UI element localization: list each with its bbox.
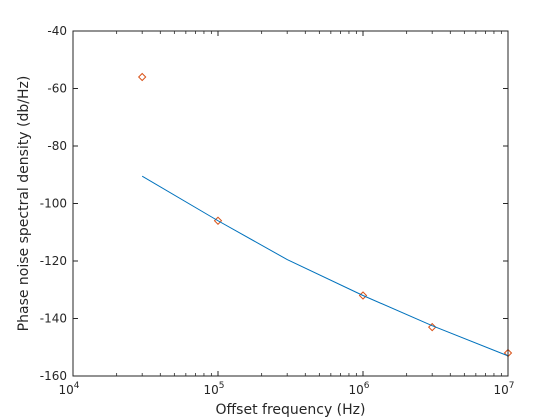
x-tick-label-base: 10 <box>58 383 73 397</box>
x-axis-label: Offset frequency (Hz) <box>216 402 366 418</box>
x-tick-label-exponent: 4 <box>74 381 80 391</box>
y-tick-label: -80 <box>47 139 67 153</box>
series-layer <box>137 72 513 358</box>
x-tick-label-base: 10 <box>493 383 508 397</box>
x-tick-label-exponent: 7 <box>509 381 515 391</box>
x-tick-label-exponent: 6 <box>364 381 370 391</box>
y-tick-label: -160 <box>40 369 67 383</box>
fit-line <box>141 175 509 357</box>
y-tick-label: -140 <box>40 312 67 326</box>
data-point-marker <box>137 72 147 82</box>
plot-area <box>73 31 508 376</box>
x-tick-label: 106 <box>348 381 369 397</box>
y-tick-label: -100 <box>40 197 67 211</box>
y-tick-label: -60 <box>47 82 67 96</box>
plot-frame <box>72 30 509 377</box>
x-tick-label: 105 <box>203 381 224 397</box>
x-tick-label: 104 <box>58 381 79 397</box>
y-tick-label: -120 <box>40 254 67 268</box>
x-tick-label-base: 10 <box>348 383 363 397</box>
y-tick-label: -40 <box>47 24 67 38</box>
x-tick-label-exponent: 5 <box>219 381 225 391</box>
x-tick-label: 107 <box>493 381 514 397</box>
y-axis-ticks: -40 -60 -80 -100 -120 -140 -160 <box>40 24 508 383</box>
y-axis-label: Phase noise spectral density (db/Hz) <box>16 76 32 332</box>
data-point-marker <box>427 322 437 332</box>
x-tick-label-base: 10 <box>203 383 218 397</box>
